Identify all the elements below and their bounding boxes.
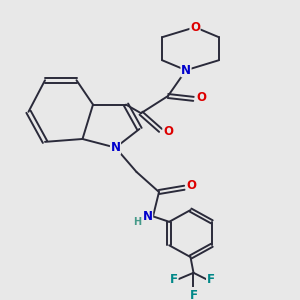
Text: N: N [142, 210, 153, 223]
Text: O: O [190, 21, 200, 34]
Text: H: H [133, 217, 142, 226]
Text: F: F [207, 273, 214, 286]
Text: O: O [163, 125, 173, 138]
Text: F: F [190, 289, 197, 300]
Text: F: F [170, 273, 178, 286]
Text: N: N [181, 64, 191, 77]
Text: O: O [186, 179, 196, 192]
Text: O: O [196, 91, 206, 104]
Text: N: N [110, 141, 121, 154]
